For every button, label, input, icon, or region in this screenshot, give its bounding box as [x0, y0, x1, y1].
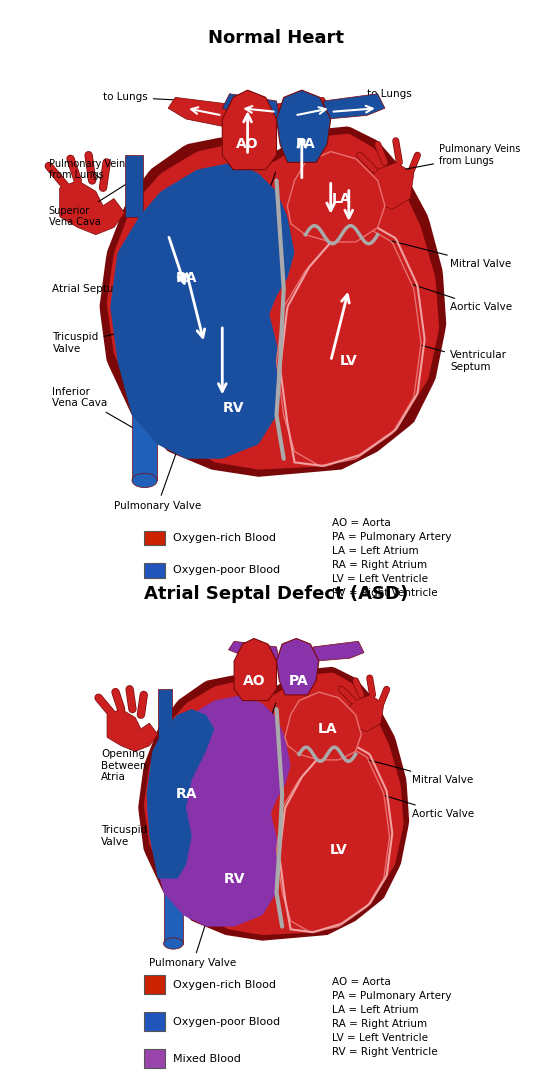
Text: LA: LA: [332, 191, 351, 205]
Polygon shape: [222, 94, 280, 119]
Text: Tricuspid
Valve: Tricuspid Valve: [53, 297, 274, 354]
Text: Mitral Valve: Mitral Valve: [350, 755, 473, 785]
Polygon shape: [107, 134, 439, 470]
Polygon shape: [228, 642, 279, 661]
Text: PA: PA: [295, 137, 315, 151]
Text: Aortic Valve: Aortic Valve: [351, 265, 512, 312]
Text: Superior
Vena Cava: Superior Vena Cava: [49, 181, 129, 228]
Text: Oxygen-rich Blood: Oxygen-rich Blood: [173, 534, 276, 543]
Polygon shape: [234, 638, 276, 701]
Text: LA: LA: [317, 721, 337, 735]
Text: Tricuspid
Valve: Tricuspid Valve: [101, 795, 274, 847]
Text: Atrial Septum: Atrial Septum: [53, 235, 278, 294]
Polygon shape: [125, 156, 143, 217]
Polygon shape: [138, 666, 409, 941]
Text: Atrial Septal Defect (ASD): Atrial Septal Defect (ASD): [144, 585, 409, 603]
Bar: [144, 1012, 165, 1031]
Text: Mitral Valve: Mitral Valve: [369, 235, 511, 269]
Polygon shape: [107, 710, 158, 752]
Polygon shape: [222, 91, 276, 170]
Polygon shape: [313, 642, 364, 661]
Bar: [144, 564, 165, 578]
Text: RV: RV: [223, 872, 245, 886]
Text: AO: AO: [243, 674, 265, 688]
Polygon shape: [288, 151, 385, 242]
Polygon shape: [276, 746, 389, 932]
Text: to Lungs: to Lungs: [345, 89, 411, 100]
Text: RV: RV: [222, 401, 244, 415]
Ellipse shape: [132, 473, 157, 488]
Text: Pulmonary Veins
from Lungs: Pulmonary Veins from Lungs: [406, 145, 520, 170]
Polygon shape: [132, 416, 157, 481]
Polygon shape: [111, 163, 294, 459]
Bar: [144, 975, 165, 995]
Polygon shape: [158, 689, 172, 738]
Text: AO = Aorta
PA = Pulmonary Artery
LA = Left Atrium
RA = Right Atrium
LV = Left Ve: AO = Aorta PA = Pulmonary Artery LA = Le…: [332, 977, 451, 1057]
Text: LV: LV: [340, 354, 358, 368]
Bar: [144, 1049, 165, 1068]
Ellipse shape: [164, 937, 183, 949]
Polygon shape: [168, 97, 233, 126]
Text: PA: PA: [289, 674, 309, 688]
Text: Ventricular
Septum: Ventricular Septum: [286, 308, 507, 372]
Polygon shape: [164, 893, 183, 944]
Polygon shape: [273, 97, 331, 126]
Polygon shape: [324, 94, 385, 119]
Polygon shape: [147, 710, 214, 878]
Text: LV: LV: [330, 843, 347, 858]
Polygon shape: [147, 696, 290, 927]
Polygon shape: [60, 180, 124, 234]
Polygon shape: [100, 126, 446, 476]
Text: Opening
Between
Atria: Opening Between Atria: [101, 738, 232, 782]
Text: to Lungs: to Lungs: [103, 93, 194, 103]
Text: Normal Heart: Normal Heart: [208, 29, 345, 46]
Text: Pulmonary Valve: Pulmonary Valve: [114, 172, 275, 511]
Bar: [144, 531, 165, 545]
Text: RA: RA: [175, 271, 197, 285]
Text: Aortic Valve: Aortic Valve: [336, 781, 474, 819]
Polygon shape: [276, 228, 421, 465]
Text: Oxygen-rich Blood: Oxygen-rich Blood: [173, 980, 276, 989]
Polygon shape: [276, 91, 331, 162]
Text: Pulmonary Valve: Pulmonary Valve: [149, 703, 275, 969]
Text: AO: AO: [236, 137, 259, 151]
Polygon shape: [144, 673, 404, 935]
Text: Mixed Blood: Mixed Blood: [173, 1053, 241, 1064]
Text: Pulmonary Veins
from Lungs: Pulmonary Veins from Lungs: [49, 159, 130, 180]
Text: RA: RA: [175, 787, 197, 800]
Text: AO = Aorta
PA = Pulmonary Artery
LA = Left Atrium
RA = Right Atrium
LV = Left Ve: AO = Aorta PA = Pulmonary Artery LA = Le…: [332, 518, 451, 598]
Polygon shape: [285, 692, 361, 760]
Polygon shape: [276, 638, 319, 694]
Text: Oxygen-poor Blood: Oxygen-poor Blood: [173, 1016, 280, 1027]
Polygon shape: [345, 696, 384, 731]
Text: Inferior
Vena Cava: Inferior Vena Cava: [53, 387, 140, 432]
Polygon shape: [363, 162, 414, 210]
Text: Oxygen-poor Blood: Oxygen-poor Blood: [173, 566, 280, 576]
